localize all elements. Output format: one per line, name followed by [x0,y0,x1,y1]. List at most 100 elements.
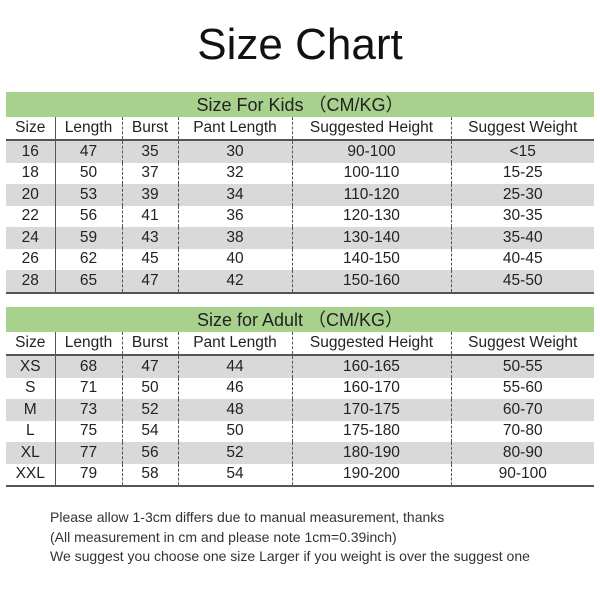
adult-size-table: Size for Adult （CM/KG） Size Length Burst Pa… [6,307,594,487]
table-cell: 55-60 [450,377,594,399]
table-cell: 30 [177,140,292,163]
table-cell: <15 [450,140,594,163]
table-cell: 180-190 [291,442,451,464]
table-cell: 70-80 [450,420,594,442]
page-title: Size Chart [197,20,403,69]
table-cell: 35-40 [450,227,594,249]
table-cell: 50 [54,162,122,184]
table-cell: 120-130 [291,205,451,227]
table-cell: 53 [54,184,122,206]
table-cell: 44 [177,355,292,378]
note-line: Please allow 1-3cm differs due to manual… [50,509,445,525]
table-cell: 90-100 [291,140,451,163]
table-cell: 46 [177,377,292,399]
table-cell: 18 [21,164,39,182]
table-cell: 37 [121,162,178,184]
table-row: 24 59 43 38 130-140 35-40 [6,227,594,249]
table-cell: 47 [54,140,122,163]
table-cell: 52 [177,442,292,464]
table-cell: 40 [177,248,292,270]
table-cell: 110-120 [291,184,451,206]
table-cell: 47 [121,270,178,294]
table-row: S 71 50 46 160-170 55-60 [6,377,594,399]
table-row: M 73 52 48 170-175 60-70 [6,399,594,421]
table-cell: XXL [6,463,55,487]
table-cell: 35 [121,140,178,163]
table-cell: 42 [177,270,292,294]
column-header: Size [6,332,55,356]
table-cell: 22 [21,207,39,225]
table-cell: 47 [121,355,178,378]
notes: Please allow 1-3cm differs due to manual… [50,508,530,567]
table-row: 28 65 47 42 150-160 45-50 [6,270,594,294]
table-row: L 75 54 50 175-180 70-80 [6,420,594,442]
table-cell: 71 [54,377,122,399]
table-cell: 39 [121,184,178,206]
table-cell: 73 [54,399,122,421]
column-header: Pant Length [177,332,292,356]
table-cell: 100-110 [291,162,451,184]
column-header: Suggested Height [291,117,451,141]
table-row: XXL 79 58 54 190-200 90-100 [6,463,594,487]
table-cell: 175-180 [291,420,451,442]
table-cell: 50-55 [450,355,594,378]
adult-table: Size Length Burst Pant Length Suggested Heig… [6,332,594,487]
table-cell: 56 [121,442,178,464]
table-row: 20 53 39 34 110-120 25-30 [6,184,594,206]
column-header: Suggest Weight [450,117,594,141]
note-line: We suggest you choose one size Larger if… [50,548,530,564]
table-cell: 140-150 [291,248,451,270]
table-cell: 41 [121,205,178,227]
kids-header-row: Size Length Burst Pant Length Suggested Heig… [6,117,594,141]
kids-size-table: Size For Kids （CM/KG） Size Length Burst Pan… [6,92,594,294]
table-cell: XL [6,442,55,464]
table-cell: 130-140 [291,227,451,249]
table-cell: 54 [121,420,178,442]
column-header: Pant Length [177,117,292,141]
column-header: Size [6,117,55,141]
table-cell: 160-170 [291,377,451,399]
table-cell: 20 [6,184,55,206]
table-cell: 59 [54,227,122,249]
table-cell: 75 [54,420,122,442]
table-cell: 38 [177,227,292,249]
table-cell: 190-200 [291,463,451,487]
column-header: Suggested Height [291,332,451,356]
table-cell: 24 [6,227,55,249]
column-header: Burst [121,332,178,356]
table-cell: 160-165 [291,355,451,378]
table-cell: 56 [54,205,122,227]
table-cell: 68 [54,355,122,378]
table-cell: 170-175 [291,399,451,421]
note-line: (All measurement in cm and please note 1… [50,528,397,545]
table-cell: 34 [177,184,292,206]
adult-table-heading: Size for Adult （CM/KG） [6,307,594,332]
table-cell: 52 [121,399,178,421]
table-cell: 77 [54,442,122,464]
column-header: Length [54,332,122,356]
table-cell: 40-45 [450,248,594,270]
table-row: 18 50 37 32 100-110 15-25 [6,162,594,184]
table-cell: 54 [177,463,292,487]
table-cell: 36 [177,205,292,227]
column-header: Burst [121,117,178,141]
kids-table: Size Length Burst Pant Length Suggested Heig… [6,117,594,294]
table-row: XL 77 56 52 180-190 80-90 [6,442,594,464]
column-header: Length [54,117,122,141]
table-cell: 50 [177,420,292,442]
table-row: XS 68 47 44 160-165 50-55 [6,355,594,378]
table-cell: 80-90 [450,442,594,464]
table-cell: 65 [54,270,122,294]
table-cell: 15-25 [450,162,594,184]
table-cell: 16 [6,140,55,163]
table-cell: 45-50 [450,270,594,294]
table-row: 26 62 45 40 140-150 40-45 [6,248,594,270]
table-cell: 28 [6,270,55,294]
table-row: 16 47 35 30 90-100 <15 [6,140,594,163]
table-cell: XS [6,355,55,378]
table-cell: L [25,422,35,440]
table-cell: M [6,399,55,421]
table-cell: 48 [177,399,292,421]
table-cell: 32 [177,162,292,184]
